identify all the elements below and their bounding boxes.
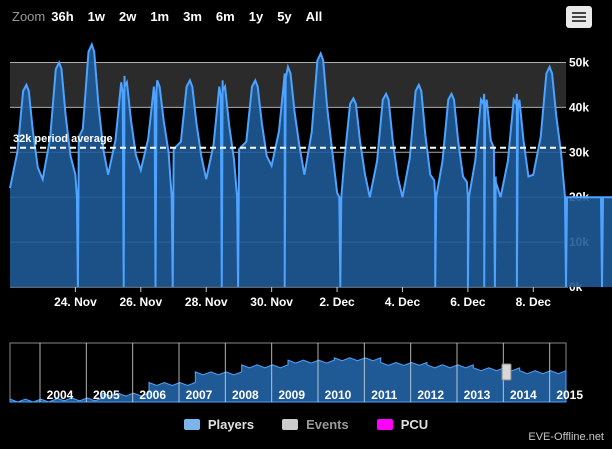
legend-label-events: Events [306,417,349,432]
navigator-tick-label: 2008 [232,388,259,402]
zoom-button-1y[interactable]: 1y [248,8,264,24]
x-tick-label: 4. Dec [385,295,421,309]
y-tick-label: 30k [569,145,589,159]
navigator[interactable]: 2004 2005 2006 2007 2008 2009 2010 2011 2012 2013… [9,342,583,403]
navigator-tick-label: 2010 [325,388,352,402]
zoom-button-5y[interactable]: 5y [277,8,292,24]
navigator-tick-label: 2015 [556,388,583,402]
hamburger-icon-line [572,16,586,18]
y-tick-label: 50k [569,55,589,69]
credits: EVE-Offline.net [528,431,604,443]
main-plot: 0k 10k 20k 30k 40k 50k 32k period average 24. N… [9,41,612,309]
events-swatch [282,419,299,430]
navigator-tick-label: 2012 [417,388,444,402]
y-tick-label: 20k [569,190,589,204]
pcu-swatch [376,419,393,430]
legend: Players Events PCU [0,417,612,432]
zoom-button-2w[interactable]: 2w [118,8,137,24]
average-line-label: 32k period average [13,133,113,145]
x-tick-label: 28. Nov [185,295,228,309]
range-selector: Zoom 36h 1w 2w 1m 3m 6m 1y 5y All [0,0,336,32]
chart-menu-button[interactable] [566,6,592,28]
zoom-button-1m[interactable]: 1m [150,8,170,24]
x-tick-label: 26. Nov [119,295,162,309]
navigator-tick-label: 2004 [47,388,74,402]
zoom-button-all[interactable]: All [305,8,323,24]
navigator-tick-label: 2009 [278,388,305,402]
navigator-tick-label: 2011 [371,388,397,402]
x-tick-label: 6. Dec [450,295,486,309]
navigator-tick-label: 2005 [93,388,120,402]
y-tick-label: 40k [569,100,589,114]
players-line [9,41,612,288]
legend-item-players[interactable]: Players [183,417,255,432]
x-tick-label: 30. Nov [250,295,293,309]
hamburger-icon-line [572,20,586,22]
navigator-frame [9,342,567,403]
legend-label-players: Players [207,417,255,432]
x-tick-label: 2. Dec [319,295,355,309]
legend-item-pcu[interactable]: PCU [376,417,429,432]
navigator-handle[interactable] [501,363,512,381]
players-area [10,44,612,287]
zoom-label: Zoom [12,8,46,24]
zoom-button-36h[interactable]: 36h [51,8,74,24]
zoom-button-1w[interactable]: 1w [87,8,105,24]
navigator-tick-label: 2014 [510,388,537,402]
y-tick-label: 0k [569,280,583,294]
x-tick-label: 8. Dec [516,295,552,309]
legend-item-events[interactable]: Events [282,417,349,432]
navigator-area [9,357,567,403]
legend-label-pcu: PCU [400,417,429,432]
zoom-button-6m[interactable]: 6m [215,8,235,24]
plot-band [10,62,566,108]
x-tick-label: 24. Nov [54,295,97,309]
zoom-button-3m[interactable]: 3m [183,8,202,24]
navigator-tick-label: 2007 [186,388,213,402]
navigator-tick-label: 2006 [139,388,166,402]
players-swatch [183,419,200,430]
hamburger-icon-line [572,12,586,14]
navigator-tick-label: 2013 [464,388,491,402]
y-tick-label: 10k [569,235,589,249]
